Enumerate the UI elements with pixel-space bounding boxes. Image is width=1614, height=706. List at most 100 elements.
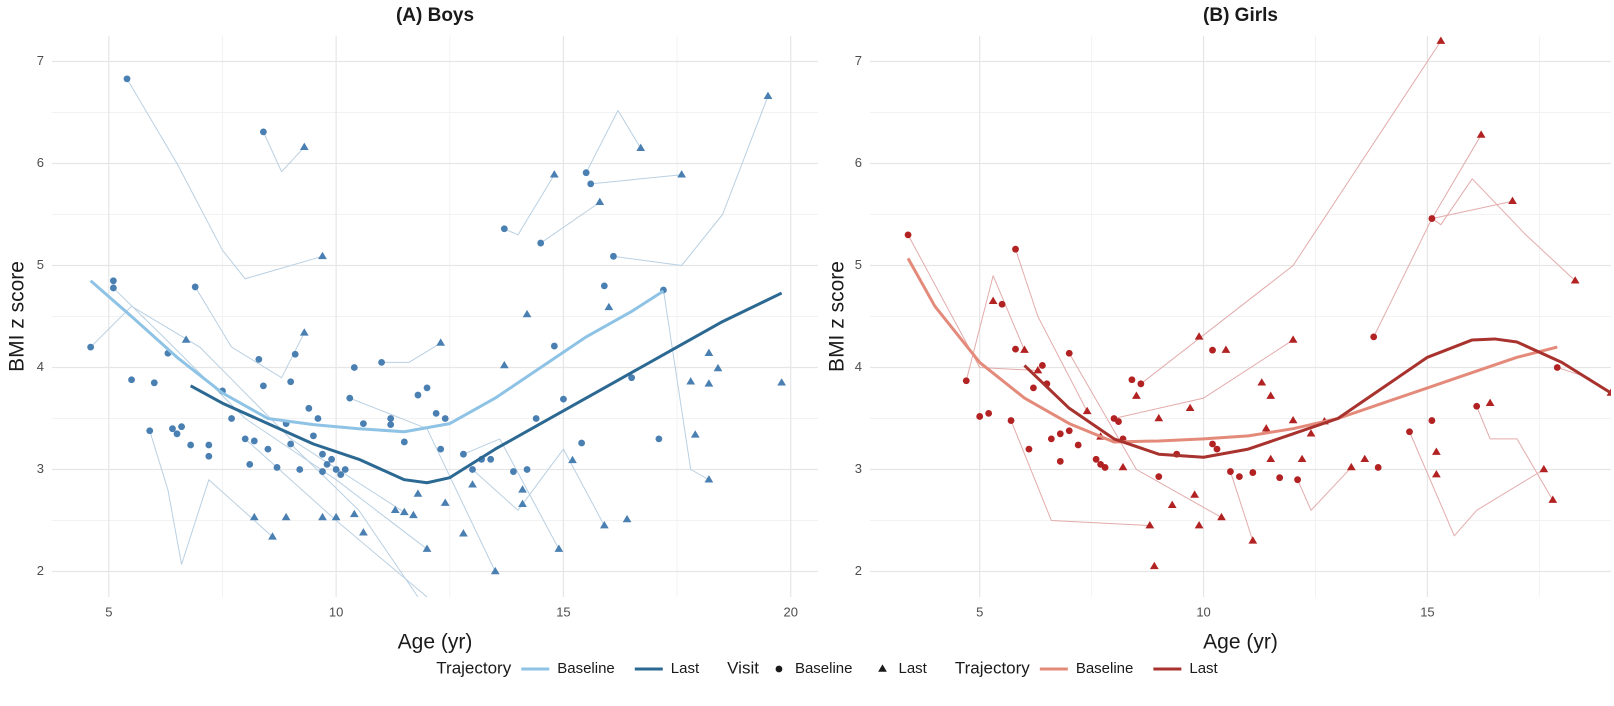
- circle-point: [246, 461, 254, 468]
- triangle-point: [713, 363, 723, 372]
- triangle-point: [1297, 454, 1307, 463]
- trajectory-line: [540, 201, 601, 244]
- triangle-point: [409, 510, 418, 519]
- triangle-point: [763, 91, 773, 99]
- y-tick-label: 2: [37, 563, 44, 578]
- triangle-point: [1346, 462, 1356, 471]
- triangle-point: [299, 328, 309, 336]
- circle-point: [1370, 333, 1378, 341]
- trajectory-line: [662, 289, 710, 481]
- circle-point: [1155, 473, 1163, 481]
- trajectory-line: [194, 286, 305, 379]
- y-tick-label: 7: [855, 53, 862, 68]
- circle-point: [228, 415, 235, 422]
- circle-point: [191, 283, 199, 291]
- circle-point: [655, 435, 663, 443]
- triangle-point: [349, 509, 359, 518]
- circle-point: [523, 466, 531, 473]
- circle-point: [1074, 441, 1082, 449]
- triangle-point: [413, 489, 423, 497]
- legend-label: Baseline: [557, 660, 615, 677]
- triangle-point: [1288, 335, 1298, 343]
- circle-point: [1007, 417, 1015, 424]
- circle-point: [487, 455, 495, 463]
- circle-point: [150, 379, 158, 387]
- circle-point: [1092, 455, 1100, 463]
- circle-point: [323, 461, 331, 468]
- trajectory-line: [1068, 352, 1222, 518]
- triangle-point: [331, 512, 341, 521]
- triangle-point: [440, 498, 450, 506]
- triangle-point: [468, 480, 477, 488]
- triangle-point: [1154, 413, 1164, 422]
- circle-point: [319, 450, 326, 458]
- circle-point: [314, 415, 322, 422]
- trend-line: [906, 257, 1558, 444]
- triangle-point: [522, 309, 532, 318]
- trajectory-line: [1140, 40, 1442, 385]
- triangle-point: [268, 532, 277, 540]
- triangle-point: [704, 348, 714, 356]
- triangle-point: [622, 514, 632, 523]
- circle-point: [985, 410, 993, 417]
- triangle-point: [636, 143, 646, 151]
- circle-point: [550, 342, 558, 350]
- circle-point: [309, 432, 317, 440]
- trajectory-line: [1431, 200, 1513, 220]
- triangle-point: [1167, 500, 1177, 508]
- x-axis-label: Age (yr): [1203, 631, 1278, 654]
- trend-line: [1023, 337, 1611, 459]
- circle-point: [1473, 402, 1481, 410]
- circle-point: [400, 438, 408, 446]
- triangle-point: [1248, 536, 1258, 544]
- circle-point: [1038, 362, 1046, 369]
- circle-point: [296, 466, 304, 473]
- triangle-point: [436, 338, 446, 346]
- circle-point: [1209, 440, 1216, 448]
- triangle-point: [1261, 424, 1271, 432]
- legend-key: [878, 664, 887, 672]
- circle-point: [128, 376, 135, 384]
- chart-title: (B) Girls: [1203, 5, 1278, 26]
- triangle-point: [677, 170, 686, 178]
- trajectory-line: [1113, 339, 1294, 419]
- circle-point: [500, 225, 508, 233]
- triangle-point: [490, 566, 500, 575]
- circle-point: [259, 128, 267, 136]
- circle-point: [998, 300, 1006, 308]
- circle-point: [610, 252, 617, 260]
- circle-point: [587, 180, 595, 188]
- circle-point: [87, 343, 95, 351]
- triangle-point: [704, 379, 714, 387]
- trajectory-line: [90, 305, 405, 513]
- circle-point: [205, 441, 213, 449]
- circle-point: [259, 382, 267, 390]
- circle-point: [510, 468, 517, 475]
- circle-point: [255, 355, 263, 363]
- circle-point: [1374, 464, 1382, 471]
- triangle-point: [595, 197, 605, 206]
- x-tick-label: 10: [1196, 604, 1210, 619]
- triangle-point: [299, 142, 309, 150]
- circle-point: [291, 350, 299, 358]
- trajectory-line: [1431, 178, 1576, 282]
- circle-point: [1249, 469, 1257, 476]
- legend-key: [775, 665, 783, 673]
- circle-point: [1137, 380, 1145, 388]
- y-tick-label: 5: [855, 257, 862, 272]
- x-axis-label: Age (yr): [398, 631, 473, 654]
- x-tick-label: 15: [1420, 604, 1434, 619]
- triangle-point: [1132, 391, 1141, 399]
- circle-point: [360, 420, 367, 427]
- x-tick-label: 10: [329, 604, 343, 619]
- circle-point: [560, 395, 567, 403]
- circle-point: [1428, 215, 1436, 222]
- circle-point: [250, 437, 258, 445]
- trajectory-line: [262, 131, 305, 173]
- trajectory-line: [1476, 406, 1554, 501]
- triangle-point: [1288, 415, 1298, 424]
- trajectory-line: [504, 174, 555, 236]
- circle-point: [1101, 464, 1109, 471]
- triangle-point: [1118, 462, 1128, 471]
